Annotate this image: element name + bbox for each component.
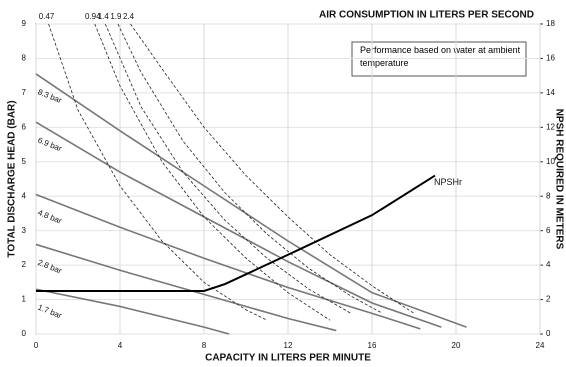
y-tick-label: 2 [22, 260, 27, 269]
y2-tick-label: 14 [546, 88, 555, 97]
y2-tick-label: 8 [546, 191, 551, 200]
y2-tick-label: 6 [546, 226, 551, 235]
x-tick-label: 8 [202, 341, 207, 350]
y2-tick-label: 0 [546, 329, 551, 338]
x-tick-label: 16 [368, 341, 377, 350]
series-line [35, 193, 421, 330]
y-tick-label: 1 [22, 295, 27, 304]
y-tick-label: 8 [22, 54, 27, 63]
x-tick-label: 24 [536, 341, 545, 350]
y2-tick-label: 4 [546, 260, 551, 269]
y2-tick-label: 16 [546, 54, 555, 63]
y-tick-label: 7 [22, 88, 27, 97]
note: Performance based on water at ambient te… [360, 45, 521, 68]
note-box [351, 41, 527, 77]
y-tick-label: 4 [22, 191, 27, 200]
series-line [35, 243, 337, 332]
y-axis-title: TOTAL DISCHARGE HEAD (BAR) [7, 100, 18, 257]
top-axis-title: AIR CONSUMPTION IN LITERS PER SECOND [319, 10, 534, 21]
x-axis-title: CAPACITY IN LITERS PER MINUTE [205, 353, 371, 364]
series-line [35, 73, 467, 328]
y-tick-label: 9 [22, 19, 27, 28]
series-line [117, 23, 383, 314]
y2-tick-label: 18 [546, 19, 555, 28]
series-line [48, 23, 268, 321]
air-label: 2.4 [123, 12, 135, 21]
y2-tick-label: 2 [546, 295, 551, 304]
series-line [35, 288, 230, 335]
x-tick-label: 12 [284, 341, 293, 350]
y2-axis-title: NPSH REQUIRED IN METERS [553, 109, 564, 250]
series-label: NPSHr [434, 177, 462, 187]
series-label: 4.8 bar [36, 208, 63, 226]
y-tick-label: 0 [22, 329, 27, 338]
y2-tick-label: 10 [546, 157, 555, 166]
series-line [130, 23, 415, 314]
x-tick-label: 20 [452, 341, 461, 350]
air-label: 1.4 [98, 12, 110, 21]
series-label: 6.9 bar [36, 136, 63, 154]
series-label: 2.8 bar [36, 258, 63, 276]
series-line [104, 23, 352, 314]
note-text: Performance based on water at ambient te… [360, 45, 521, 68]
y2-tick-label: 12 [546, 122, 555, 131]
x-tick-label: 0 [34, 341, 39, 350]
x-tick-label: 4 [118, 341, 123, 350]
y-tick-label: 3 [22, 226, 27, 235]
air-label: 0.94 [85, 12, 101, 21]
series-label: 1.7 bar [36, 303, 63, 321]
y-tick-label: 5 [22, 157, 27, 166]
y-tick-label: 6 [22, 122, 27, 131]
series-line [36, 174, 436, 292]
air-label: 1.9 [110, 12, 122, 21]
air-label: 0.47 [39, 12, 55, 21]
series-line [94, 23, 331, 321]
